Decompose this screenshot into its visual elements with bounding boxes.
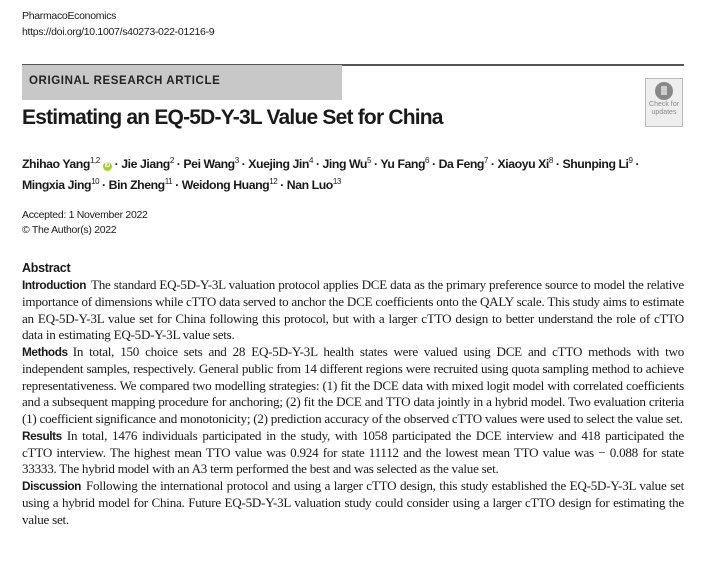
header-rule [22, 64, 684, 66]
journal-name: PharmacoEconomics [22, 10, 117, 22]
author-separator: · [312, 157, 323, 172]
author-affiliation: 4 [308, 156, 313, 165]
author-affiliation: 8 [548, 156, 553, 165]
abstract-results: Results In total, 1476 individuals partic… [22, 428, 684, 478]
author[interactable]: Weidong Huang [181, 178, 270, 193]
author-separator: · [173, 157, 184, 172]
author-separator: · [370, 157, 381, 172]
section-text: The standard EQ-5D-Y-3L valuation protoc… [22, 277, 684, 343]
author-separator: · [99, 178, 109, 193]
author-affiliation: 6 [425, 156, 430, 165]
doi-link[interactable]: https://doi.org/10.1007/s40273-022-01216… [22, 26, 215, 38]
author-separator: · [277, 178, 287, 193]
abstract-body: Introduction The standard EQ-5D-Y-3L valu… [22, 277, 684, 528]
abstract-introduction: Introduction The standard EQ-5D-Y-3L valu… [22, 277, 684, 344]
author[interactable]: Xuejing Jin [248, 157, 309, 172]
section-label: Results [22, 428, 62, 443]
author[interactable]: Yu Fang [380, 157, 426, 172]
author-separator: · [238, 157, 249, 172]
author-separator: · [552, 157, 563, 172]
author-separator: · [429, 157, 439, 172]
author[interactable]: Jie Jiang [121, 157, 170, 172]
author[interactable]: Mingxia Jing [22, 178, 92, 193]
section-label: Introduction [22, 278, 86, 292]
author-separator: · [632, 157, 640, 172]
author[interactable]: Bin Zheng [108, 178, 166, 193]
author-affiliation: 13 [332, 177, 341, 187]
author-affiliation: 5 [366, 156, 371, 165]
abstract-discussion: Discussion Following the international pr… [22, 478, 684, 528]
article-type-banner: ORIGINAL RESEARCH ARTICLE [22, 65, 342, 100]
orcid-icon[interactable]: iD [102, 162, 112, 172]
abstract-methods: Methods In total, 150 choice sets and 28 … [22, 344, 684, 428]
author-affiliation: 10 [91, 177, 100, 187]
author-list: Zhihao Yang1,2 iD · Jie Jiang2 · Pei Wan… [22, 152, 684, 194]
article-title: Estimating an EQ-5D-Y-3L Value Set for C… [22, 106, 443, 129]
author-affiliation: 3 [234, 156, 239, 165]
author-affiliation: 1,2 [89, 156, 100, 165]
author[interactable]: Shunping Li [562, 157, 629, 172]
author[interactable]: Da Feng [438, 157, 485, 172]
copyright: © The Author(s) 2022 [22, 224, 117, 236]
badge-line2: updates [651, 109, 677, 116]
author-separator: · [487, 157, 498, 172]
author-affiliation: 11 [164, 177, 173, 187]
author[interactable]: Zhihao Yang [22, 157, 90, 172]
section-label: Discussion [22, 479, 81, 493]
check-for-updates-icon [655, 82, 673, 100]
author-affiliation: 9 [628, 156, 633, 165]
author[interactable]: Jing Wu [322, 157, 368, 172]
author[interactable]: Xiaoyu Xi [497, 157, 550, 172]
author[interactable]: Nan Luo [286, 178, 333, 193]
author-affiliation: 2 [169, 156, 174, 165]
author-separator: · [172, 178, 182, 193]
section-text: In total, 1476 individuals participated … [22, 427, 684, 477]
article-type: ORIGINAL RESEARCH ARTICLE [29, 75, 221, 87]
accepted-date: Accepted: 1 November 2022 [22, 209, 148, 221]
author-affiliation: 12 [269, 177, 278, 187]
section-label: Methods [22, 345, 68, 359]
abstract-heading: Abstract [22, 261, 71, 275]
author-separator: · [111, 157, 122, 172]
section-text: Following the international protocol and… [22, 478, 684, 527]
check-for-updates-badge[interactable]: Check for updates [645, 78, 683, 127]
badge-line1: Check for [649, 101, 679, 108]
section-text: In total, 150 choice sets and 28 EQ-5D-Y… [22, 344, 684, 426]
author-affiliation: 7 [483, 156, 488, 165]
author[interactable]: Pei Wang [183, 157, 235, 172]
